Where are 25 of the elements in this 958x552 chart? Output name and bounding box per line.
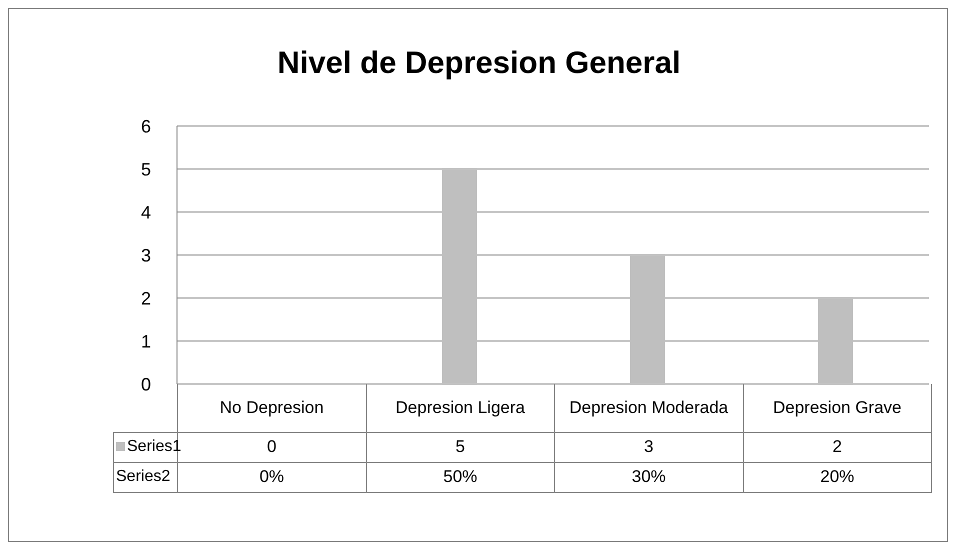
data-label: 5 — [366, 432, 554, 462]
legend-label: Series1 — [126, 437, 182, 457]
x-tick-label: Depresion Ligera — [366, 384, 554, 432]
data-label: 0 — [267, 437, 276, 456]
bar — [442, 169, 477, 384]
text: 30% — [554, 462, 743, 492]
text: Series2 — [114, 462, 178, 492]
data-label: 3 — [554, 432, 743, 462]
y-tick-label: 2 — [140, 288, 151, 308]
y-tick-label: 0 — [140, 374, 151, 394]
bar — [630, 255, 665, 384]
y-tick-label: 1 — [140, 331, 151, 352]
chart-title: Nivel de Depresion General — [276, 45, 682, 81]
y-tick-label: 5 — [140, 159, 151, 180]
text: 0% — [178, 462, 366, 492]
y-tick-label: 3 — [140, 245, 151, 266]
x-tick-label: Depresion Grave — [743, 384, 932, 432]
data-label: 2 — [743, 432, 932, 462]
text: 20% — [743, 462, 932, 492]
y-tick-label: 4 — [140, 202, 151, 222]
text: 50% — [366, 462, 554, 492]
bar — [818, 298, 853, 384]
x-tick-label: No Depresion — [178, 384, 366, 432]
y-tick-label: 6 — [140, 116, 151, 136]
x-tick-label: Depresion Moderada — [554, 384, 743, 432]
